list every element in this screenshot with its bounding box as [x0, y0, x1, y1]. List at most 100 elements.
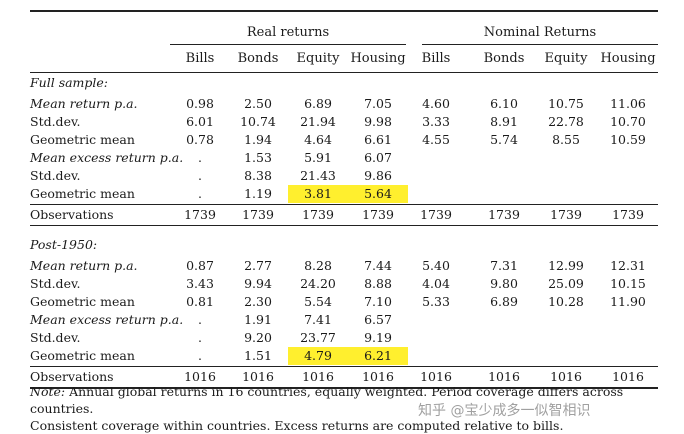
- table-cell: 25.09: [548, 276, 584, 291]
- table-cell: 9.86: [364, 168, 392, 183]
- highlighted-cell: 4.79: [288, 347, 348, 365]
- observations-cell: 1016: [550, 369, 582, 384]
- table-cell: [536, 347, 596, 365]
- table-cell: 1.53: [244, 150, 272, 165]
- table-cell: .: [198, 168, 202, 183]
- table-cell: [474, 347, 534, 365]
- table-cell: 11.06: [610, 96, 646, 111]
- highlighted-cell: 5.64: [348, 185, 408, 203]
- observations-cell: 1739: [184, 207, 216, 222]
- column-header: Bills: [421, 51, 451, 66]
- table-cell: 10.70: [610, 114, 646, 129]
- table-cell: 7.41: [304, 312, 332, 327]
- table-cell: 0.87: [186, 258, 214, 273]
- bottom-rule: [30, 387, 658, 389]
- table-cell: [406, 347, 466, 365]
- table-cell: 5.91: [304, 150, 332, 165]
- row-label: Geometric mean: [30, 348, 135, 363]
- observations-cell: 1739: [550, 207, 582, 222]
- table-cell: .: [198, 330, 202, 345]
- observations-cell: 1016: [242, 369, 274, 384]
- table-cell: 10.59: [610, 132, 646, 147]
- table-cell: [406, 311, 466, 329]
- observations-cell: 1739: [612, 207, 644, 222]
- column-header: Bills: [185, 51, 215, 66]
- table-cell: 9.94: [244, 276, 272, 291]
- column-header: Equity: [544, 51, 588, 66]
- table-cell: [598, 185, 658, 203]
- table-cell: .: [198, 150, 202, 165]
- table-cell: 9.98: [364, 114, 392, 129]
- table-cell: 9.80: [490, 276, 518, 291]
- table-cell: [536, 185, 596, 203]
- table-cell: 6.01: [186, 114, 214, 129]
- table-cell: 8.38: [244, 168, 272, 183]
- table-cell: 10.28: [548, 294, 584, 309]
- row-label: Geometric mean: [30, 132, 135, 147]
- table-cell: 11.90: [610, 294, 646, 309]
- table-row: Std.dev.. 9.20 23.77 9.19: [30, 329, 658, 347]
- row-label: Mean excess return p.a.: [30, 150, 184, 165]
- table-cell: [598, 329, 658, 347]
- table-cell: [536, 167, 596, 185]
- table-cell: 7.10: [364, 294, 392, 309]
- table-cell: 6.89: [490, 294, 518, 309]
- section-rule: [30, 225, 658, 226]
- table-cell: 12.99: [548, 258, 584, 273]
- row-label: Std.dev.: [30, 168, 81, 183]
- table-row: Geometric mean 0.81 2.30 5.54 7.10 5.33 6.89 10…: [30, 293, 658, 311]
- table-cell: 6.89: [304, 96, 332, 111]
- table-cell: 6.07: [364, 150, 392, 165]
- observations-label: Observations: [30, 207, 114, 222]
- table-cell: 5.74: [490, 132, 518, 147]
- table-cell: [598, 149, 658, 167]
- observations-cell: 1739: [420, 207, 452, 222]
- table-cell: 3.43: [186, 276, 214, 291]
- table-cell: 2.50: [244, 96, 272, 111]
- note-label: Note:: [30, 384, 66, 399]
- table-cell: 7.31: [490, 258, 518, 273]
- table-cell: 3.33: [422, 114, 450, 129]
- group-header-real: Real returns: [246, 25, 330, 40]
- table-cell: [406, 329, 466, 347]
- table-cell: 8.55: [552, 132, 580, 147]
- table-cell: 6.10: [490, 96, 518, 111]
- table-cell: 8.91: [490, 114, 518, 129]
- note-line-2: Consistent coverage within countries. Ex…: [30, 418, 564, 433]
- observations-row: Observations 1016 1016 1016 1016 1016 1016 1016…: [30, 368, 658, 386]
- table-cell: 22.78: [548, 114, 584, 129]
- table-cell: 4.64: [304, 132, 332, 147]
- table-cell: [598, 311, 658, 329]
- table-cell: 23.77: [300, 330, 336, 345]
- table-cell: 5.54: [304, 294, 332, 309]
- table-cell: 1.19: [244, 186, 272, 201]
- highlighted-cell: 6.21: [348, 347, 408, 365]
- section-title-label: Post-1950:: [30, 237, 98, 252]
- column-header: Bonds: [237, 51, 279, 66]
- observations-cell: 1739: [242, 207, 274, 222]
- top-rule: [30, 10, 658, 12]
- table-cell: [474, 185, 534, 203]
- note-line-1: Annual global returns in 16 countries, e…: [30, 384, 624, 416]
- table-note: Note: Annual global returns in 16 countr…: [30, 383, 660, 434]
- table-cell: [598, 347, 658, 365]
- table-cell: 12.31: [610, 258, 646, 273]
- column-header: Bonds: [483, 51, 525, 66]
- observations-cell: 1739: [488, 207, 520, 222]
- table-cell: 8.88: [364, 276, 392, 291]
- observations-cell: 1016: [612, 369, 644, 384]
- table-cell: [598, 167, 658, 185]
- table-cell: 6.61: [364, 132, 392, 147]
- table-row: Geometric mean. 1.19 3.81 5.64: [30, 185, 658, 203]
- row-label: Mean return p.a.: [30, 258, 138, 273]
- table-cell: 21.43: [300, 168, 336, 183]
- row-label: Mean excess return p.a.: [30, 312, 184, 327]
- observations-cell: 1016: [362, 369, 394, 384]
- table-cell: [536, 149, 596, 167]
- table-cell: .: [198, 312, 202, 327]
- table-cell: 10.15: [610, 276, 646, 291]
- table-cell: 0.98: [186, 96, 214, 111]
- table-row: Std.dev. 3.43 9.94 24.20 8.88 4.04 9.80 25.09 10…: [30, 275, 658, 293]
- observations-cell: 1016: [302, 369, 334, 384]
- table-cell: [406, 185, 466, 203]
